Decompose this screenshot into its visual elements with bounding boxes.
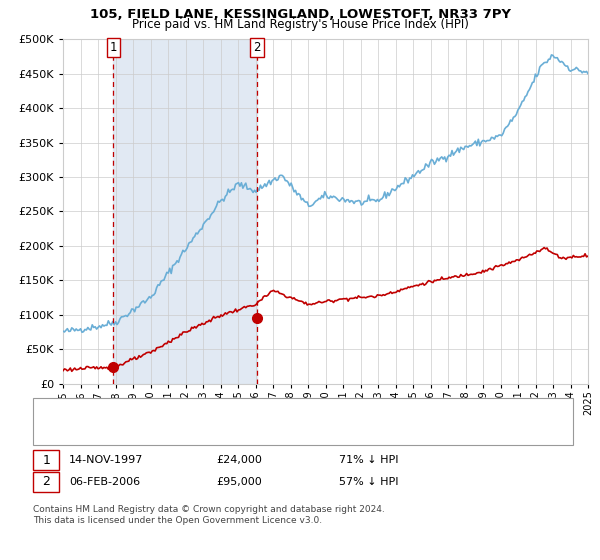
Text: HPI: Average price, detached house, East Suffolk: HPI: Average price, detached house, East… [81, 422, 348, 432]
Text: 71% ↓ HPI: 71% ↓ HPI [339, 455, 398, 465]
Text: £24,000: £24,000 [216, 455, 262, 465]
Bar [113, 39, 257, 384]
Text: 1: 1 [109, 41, 117, 54]
Text: 14-NOV-1997: 14-NOV-1997 [69, 455, 143, 465]
Text: Contains HM Land Registry data © Crown copyright and database right 2024.
This d: Contains HM Land Registry data © Crown c… [33, 505, 385, 525]
Text: 06-FEB-2006: 06-FEB-2006 [69, 477, 140, 487]
Text: 1: 1 [42, 454, 50, 467]
Text: 57% ↓ HPI: 57% ↓ HPI [339, 477, 398, 487]
Text: Price paid vs. HM Land Registry's House Price Index (HPI): Price paid vs. HM Land Registry's House … [131, 18, 469, 31]
Text: 2: 2 [42, 475, 50, 488]
Text: 105, FIELD LANE, KESSINGLAND, LOWESTOFT, NR33 7PY: 105, FIELD LANE, KESSINGLAND, LOWESTOFT,… [89, 8, 511, 21]
Text: £95,000: £95,000 [216, 477, 262, 487]
Text: 2: 2 [253, 41, 261, 54]
Text: 105, FIELD LANE, KESSINGLAND, LOWESTOFT, NR33 7PY (detached house): 105, FIELD LANE, KESSINGLAND, LOWESTOFT,… [81, 405, 491, 415]
